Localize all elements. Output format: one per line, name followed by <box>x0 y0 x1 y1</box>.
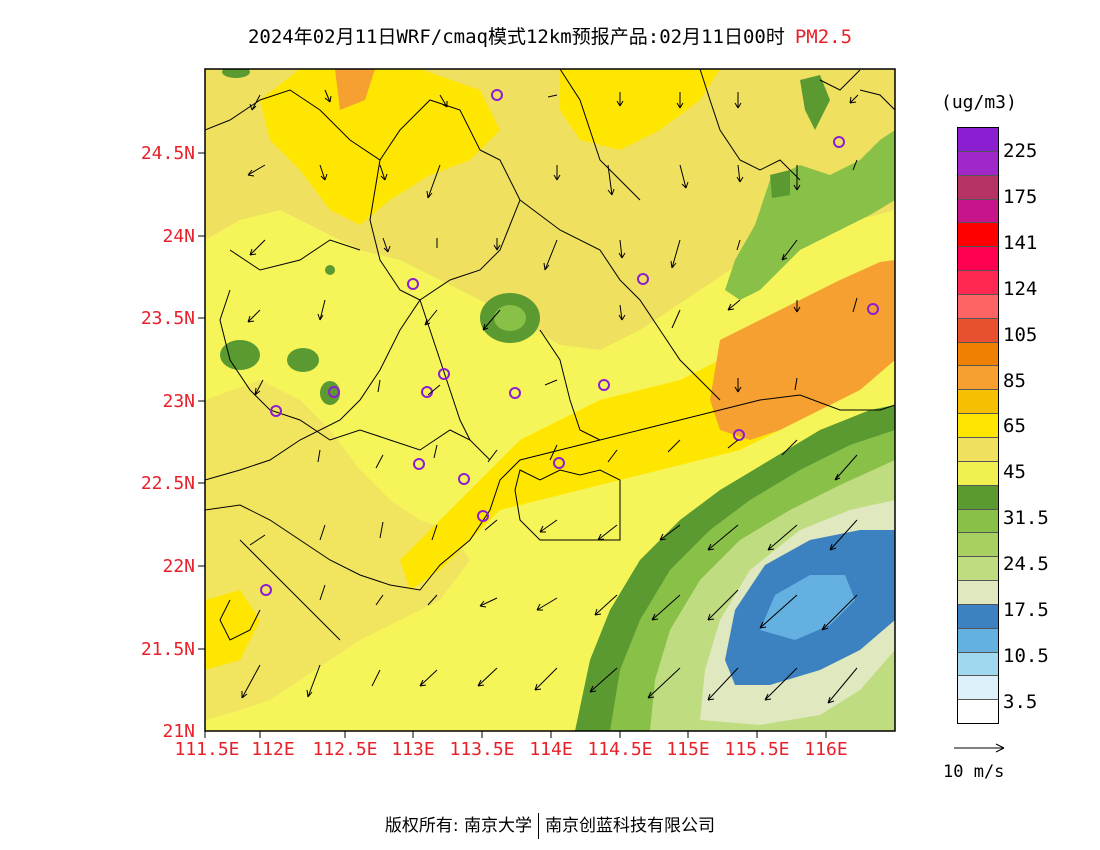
colorbar-swatch <box>958 294 998 319</box>
stations <box>260 89 879 596</box>
colorbar-swatch <box>958 604 998 629</box>
colorbar-swatch <box>958 390 998 415</box>
field-green-tr2 <box>800 75 830 130</box>
colorbar-label: 141 <box>1003 231 1038 254</box>
lat-label: 21.5N <box>140 639 195 660</box>
colorbar-swatch <box>958 175 998 200</box>
colorbar-label: 124 <box>1003 277 1038 300</box>
lon-label: 113E <box>391 739 435 760</box>
colorbar-swatch <box>958 366 998 391</box>
boundaries <box>205 69 895 641</box>
field-green-tr3 <box>770 170 790 198</box>
lat-label: 24N <box>162 226 195 247</box>
field-green-blob5 <box>325 265 335 275</box>
colorbar-swatch <box>958 437 998 462</box>
lon-label: 111.5E <box>174 739 240 760</box>
field-green-blob1b <box>494 305 526 331</box>
lon-label: 115E <box>666 739 710 760</box>
colorbar-label: 45 <box>1003 461 1026 484</box>
lat-label: 22N <box>162 556 195 577</box>
field-band-65d <box>205 590 260 670</box>
colorbar-label: 175 <box>1003 185 1038 208</box>
footer-separator <box>538 813 540 839</box>
colorbar-swatch <box>958 128 998 152</box>
colorbar-label: 65 <box>1003 415 1026 438</box>
colorbar-label: 225 <box>1003 140 1038 162</box>
wind-reference-arrow <box>954 743 1005 753</box>
lon-label: 114.5E <box>587 739 653 760</box>
footer: 版权所有: 南京大学 南京创蓝科技有限公司 <box>0 811 1100 839</box>
colorbar-swatch <box>958 581 998 605</box>
colorbar-swatch <box>958 509 998 534</box>
footer-company: 南京创蓝科技有限公司 <box>545 816 716 836</box>
colorbar-label: 85 <box>1003 369 1026 392</box>
map-field <box>205 69 895 731</box>
wind-vectors <box>241 89 859 704</box>
colorbar-swatch <box>958 461 998 486</box>
colorbar-swatch <box>958 342 998 367</box>
field-sea-lightblue <box>760 575 855 640</box>
tick-marks <box>198 152 827 738</box>
colorbar-swatch <box>958 151 998 176</box>
colorbar-label: 3.5 <box>1003 690 1038 713</box>
lon-label: 116E <box>804 739 848 760</box>
colorbar-units: (ug/m3) <box>941 92 1017 113</box>
wind-reference-label: 10 m/s <box>943 762 1005 782</box>
field-band-65b <box>560 69 720 150</box>
field-green-tr <box>725 130 895 300</box>
field-green-blob6 <box>222 69 250 78</box>
colorbar-swatch <box>958 533 998 558</box>
colorbar-swatch <box>958 628 998 653</box>
field-green-blob2 <box>220 340 260 370</box>
colorbar-swatch <box>958 247 998 272</box>
colorbar-swatch <box>958 676 998 701</box>
colorbar-label: 10.5 <box>1003 644 1049 667</box>
colorbar <box>957 127 999 725</box>
field-band-85b <box>335 69 375 110</box>
lon-label: 112.5E <box>312 739 378 760</box>
lon-label: 112E <box>251 739 295 760</box>
title-text: 2024年02月11日WRF/cmaq模式12km预报产品:02月11日00时 <box>247 26 785 48</box>
field-band-45b <box>205 380 470 720</box>
colorbar-swatch <box>958 318 998 343</box>
lat-label: 22.5N <box>140 473 195 494</box>
colorbar-swatch <box>958 652 998 677</box>
lat-label: 21N <box>162 721 195 742</box>
field-band-85 <box>710 260 895 440</box>
lat-label: 23N <box>162 391 195 412</box>
colorbar-swatch <box>958 271 998 295</box>
colorbar-label: 31.5 <box>1003 507 1049 530</box>
lat-label: 23.5N <box>140 308 195 329</box>
colorbar-label: 24.5 <box>1003 553 1049 576</box>
colorbar-swatch <box>958 199 998 224</box>
field-green-blob3 <box>287 348 319 372</box>
chart-title: 2024年02月11日WRF/cmaq模式12km预报产品:02月11日00时 P… <box>0 22 1100 49</box>
colorbar-swatch <box>958 414 998 438</box>
colorbar-label: 17.5 <box>1003 599 1049 621</box>
colorbar-label: 105 <box>1003 323 1038 346</box>
pollutant-label: PM2.5 <box>794 26 853 48</box>
lon-label: 113.5E <box>449 739 515 760</box>
lon-label: 115.5E <box>724 739 790 760</box>
lon-label: 114E <box>529 739 573 760</box>
map-frame <box>204 68 896 732</box>
colorbar-swatch <box>958 485 998 510</box>
colorbar-swatch <box>958 557 998 582</box>
lat-label: 24.5N <box>140 143 195 164</box>
colorbar-swatch <box>958 223 998 248</box>
footer-copyright: 版权所有: 南京大学 <box>384 816 533 836</box>
colorbar-swatch <box>958 700 998 724</box>
field-band-65a <box>260 69 500 225</box>
